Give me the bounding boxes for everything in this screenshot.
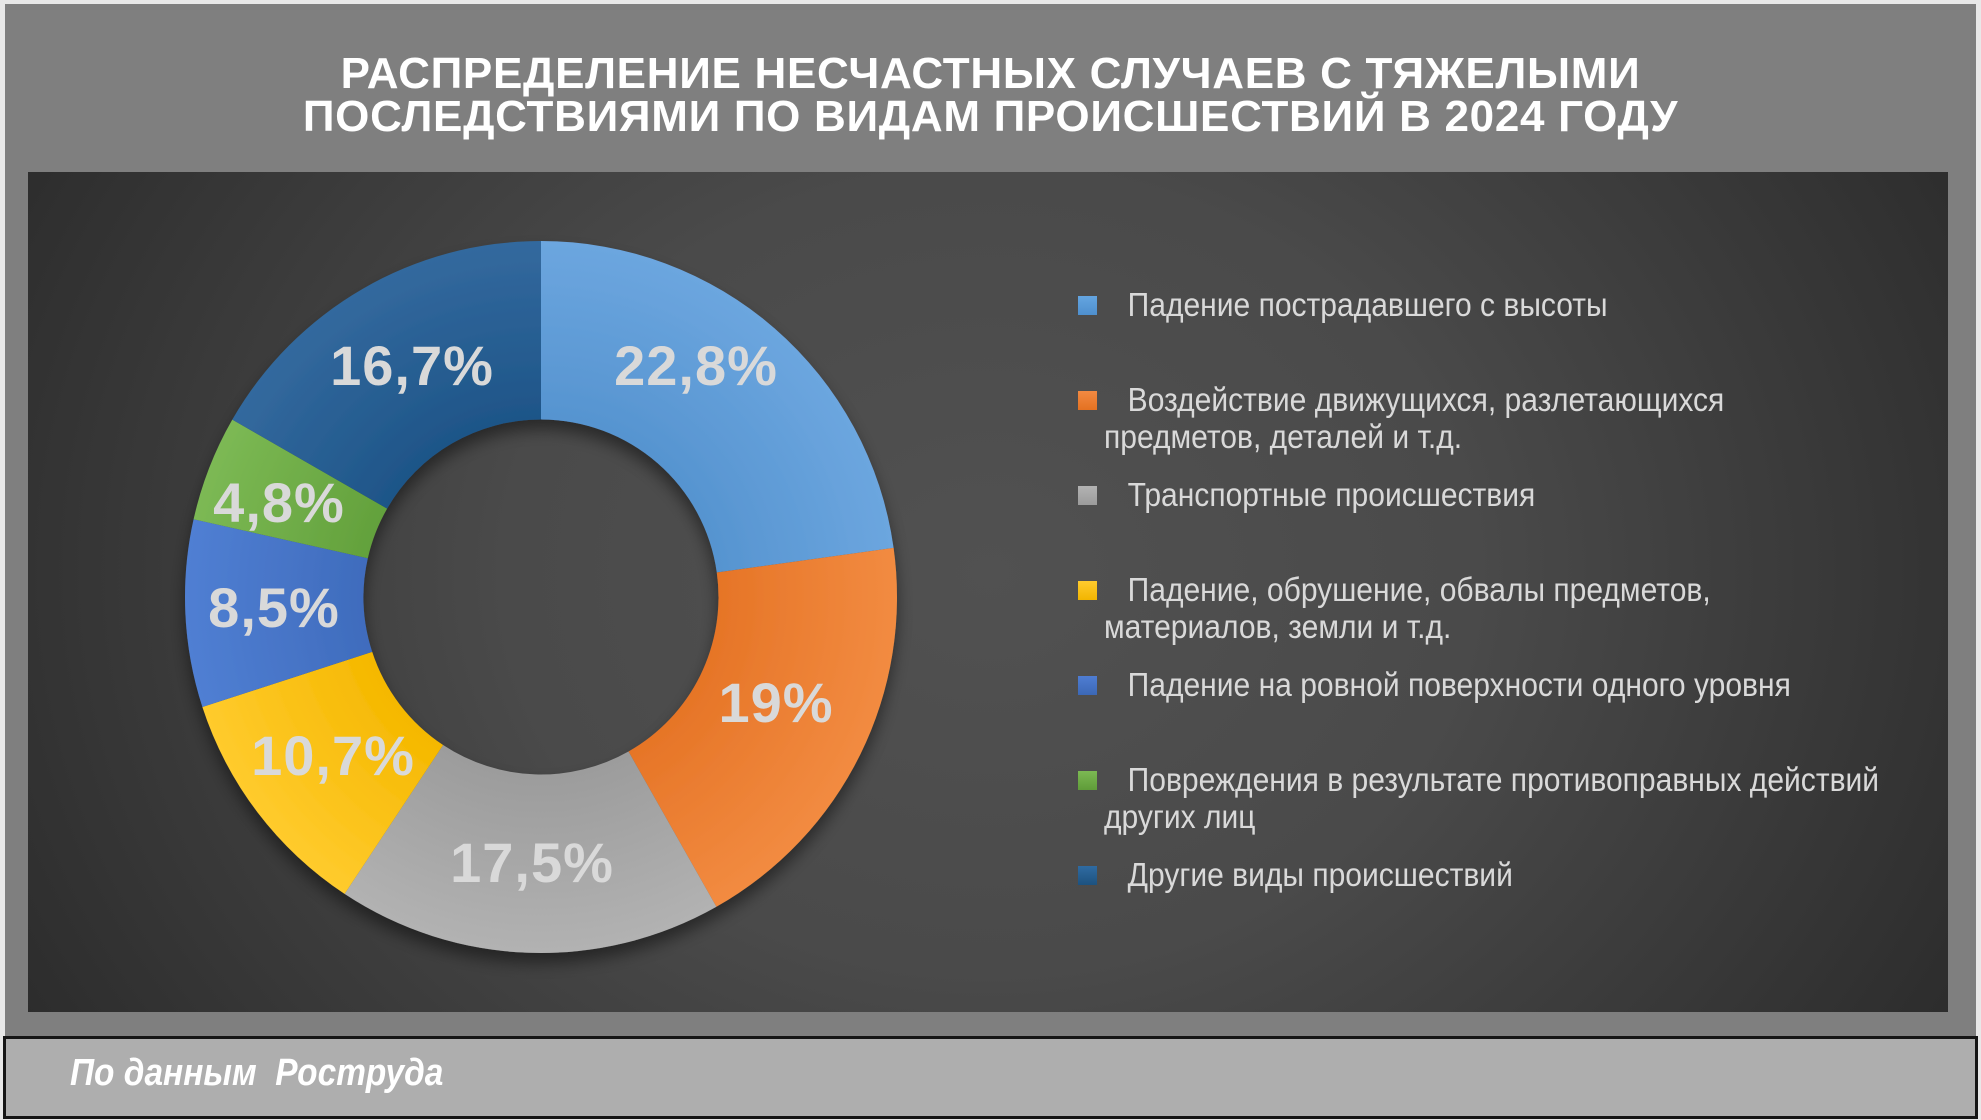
svg-text:4,8%: 4,8% <box>213 471 345 534</box>
svg-text:17,5%: 17,5% <box>450 831 614 894</box>
svg-text:16,7%: 16,7% <box>330 334 494 397</box>
svg-text:22,8%: 22,8% <box>614 334 778 397</box>
svg-text:8,5%: 8,5% <box>208 576 340 639</box>
svg-text:19%: 19% <box>718 671 833 734</box>
svg-text:10,7%: 10,7% <box>251 724 415 787</box>
